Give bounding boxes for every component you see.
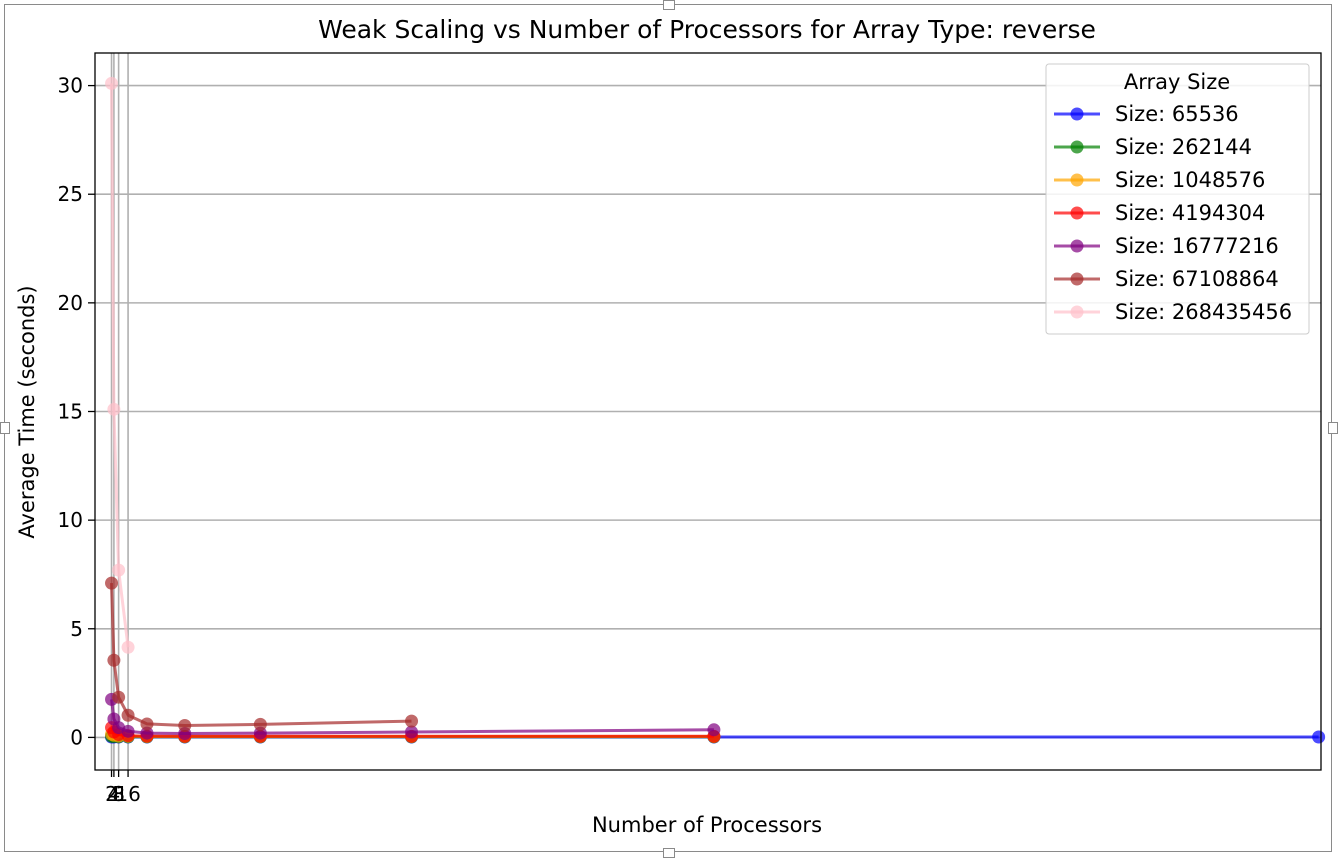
- legend-label: Size: 268435456: [1115, 300, 1292, 324]
- legend-item: Size: 1048576: [1054, 168, 1265, 192]
- legend-marker: [1070, 206, 1084, 220]
- data-point: [105, 76, 119, 90]
- legend-marker: [1070, 239, 1084, 253]
- y-tick-label: 30: [58, 74, 83, 98]
- data-point: [405, 725, 419, 739]
- legend-title: Array Size: [1124, 70, 1230, 94]
- series-7: [105, 76, 135, 654]
- legend-item: Size: 268435456: [1054, 300, 1292, 324]
- y-tick-label: 15: [58, 400, 83, 424]
- chart-title: Weak Scaling vs Number of Processors for…: [318, 15, 1096, 44]
- y-tick-label: 25: [58, 182, 83, 206]
- series-line: [110, 583, 412, 727]
- y-tick-label: 10: [58, 508, 83, 532]
- resize-handle-top[interactable]: [663, 0, 675, 10]
- legend-label: Size: 4194304: [1115, 201, 1265, 225]
- x-tick-label: 2: [105, 782, 118, 806]
- y-tick-label: 5: [70, 617, 83, 641]
- resize-handle-left[interactable]: [0, 422, 10, 434]
- x-axis-label: Number of Processors: [592, 813, 822, 837]
- data-point: [253, 717, 267, 731]
- legend-item: Size: 262144: [1054, 135, 1252, 159]
- series-6: [105, 576, 419, 732]
- legend-label: Size: 65536: [1115, 102, 1239, 126]
- legend-label: Size: 16777216: [1115, 234, 1279, 258]
- data-point: [112, 563, 126, 577]
- x-tick-label: 4: [108, 782, 121, 806]
- data-point: [105, 576, 119, 590]
- series-line: [110, 83, 130, 648]
- legend: Array Size Size: 65536 Size: 262144 Size: …: [1045, 63, 1310, 335]
- data-point: [1312, 730, 1326, 744]
- legend-item: Size: 4194304: [1054, 201, 1265, 225]
- data-series: [105, 76, 1326, 744]
- data-point: [107, 653, 121, 667]
- legend-marker: [1070, 173, 1084, 187]
- y-tick-label: 20: [58, 291, 83, 315]
- data-point: [121, 640, 135, 654]
- data-point: [107, 402, 121, 416]
- data-point: [140, 726, 154, 740]
- legend-label: Size: 262144: [1115, 135, 1252, 159]
- x-tick-label: 16: [115, 782, 140, 806]
- data-point: [405, 714, 419, 728]
- legend-item: Size: 67108864: [1054, 267, 1279, 291]
- x-tick-label: 8: [112, 782, 125, 806]
- legend-marker: [1070, 140, 1084, 154]
- data-point: [178, 718, 192, 732]
- legend-item: Size: 16777216: [1054, 234, 1279, 258]
- legend-box: [1045, 63, 1310, 335]
- data-point: [140, 717, 154, 731]
- data-point: [121, 724, 135, 738]
- y-axis-ticks: 0 5 10 15 20 25 30: [58, 74, 95, 749]
- data-point: [121, 708, 135, 722]
- y-tick-label: 0: [70, 725, 83, 749]
- legend-label: Size: 1048576: [1115, 168, 1265, 192]
- legend-marker: [1070, 272, 1084, 286]
- data-point: [112, 690, 126, 704]
- data-point: [707, 723, 721, 737]
- legend-marker: [1070, 305, 1084, 319]
- legend-item: Size: 65536: [1054, 102, 1239, 126]
- legend-marker: [1070, 107, 1084, 121]
- y-axis-label: Average Time (seconds): [15, 285, 39, 538]
- legend-label: Size: 67108864: [1115, 267, 1279, 291]
